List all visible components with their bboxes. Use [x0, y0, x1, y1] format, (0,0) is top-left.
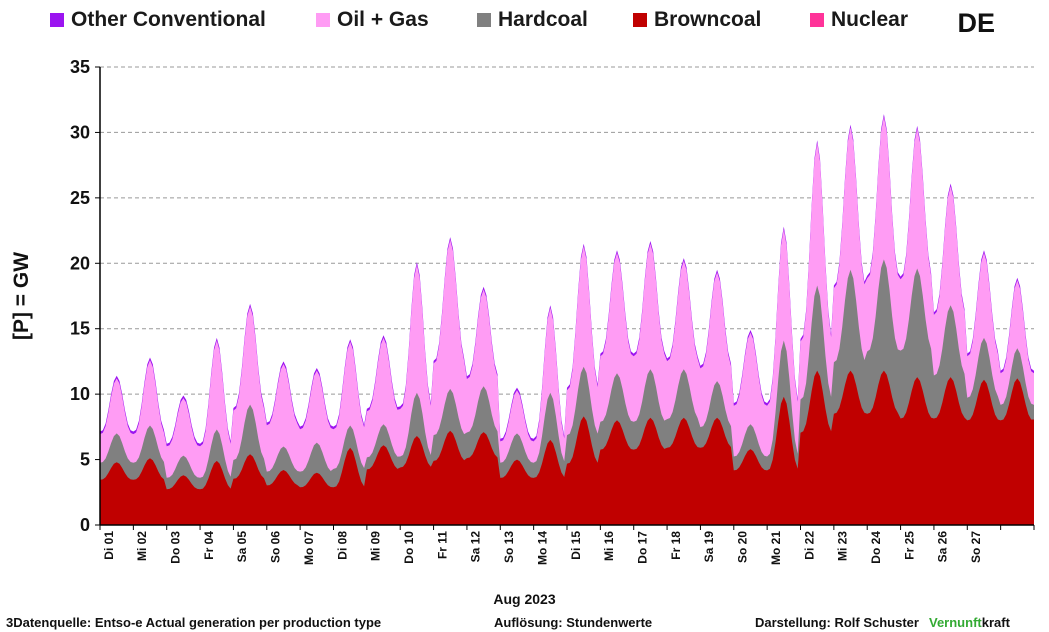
- x-tick-label: Do 10: [402, 531, 416, 564]
- y-tick-label: 35: [70, 57, 90, 77]
- legend-item-hardcoal: Hardcoal: [477, 8, 588, 32]
- x-tick-label: Di 22: [802, 531, 816, 560]
- brand-text: Vernunftkraft: [929, 615, 1010, 630]
- x-tick-label: Fr 18: [669, 531, 683, 560]
- legend-label: Browncoal: [654, 8, 762, 31]
- author-text: Darstellung: Rolf Schuster: [755, 615, 919, 630]
- legend-label: Other Conventional: [71, 8, 266, 31]
- axes: [95, 66, 1035, 530]
- x-tick-label: So 06: [269, 531, 283, 563]
- resolution-text: Auflösung: Stundenwerte: [494, 615, 653, 630]
- x-tick-label: Mo 21: [769, 531, 783, 565]
- x-tick-label: Mi 16: [602, 531, 616, 561]
- x-tick-label: Mo 07: [302, 531, 316, 565]
- legend-swatch: [633, 13, 647, 27]
- x-tick-label: Mi 23: [836, 531, 850, 561]
- region-label: DE: [957, 8, 995, 38]
- y-tick-label: 10: [70, 384, 90, 404]
- y-tick-label: 0: [80, 515, 90, 535]
- y-tick-label: 20: [70, 253, 90, 273]
- legend: Other Conventional Oil + Gas Hardcoal Br…: [0, 8, 1049, 42]
- brand-green: Vernunft: [929, 615, 982, 630]
- x-tick-label: Do 17: [636, 531, 650, 564]
- x-tick-label: Do 03: [169, 531, 183, 564]
- x-tick-label: Fr 04: [202, 531, 216, 560]
- legend-item-nuclear: Nuclear: [810, 8, 908, 32]
- x-tick-label: Mi 09: [369, 531, 383, 561]
- legend-swatch: [810, 13, 824, 27]
- x-tick-label: So 27: [969, 531, 983, 563]
- legend-swatch: [477, 13, 491, 27]
- x-tick-label: Sa 26: [936, 531, 950, 563]
- y-tick-labels: 0 5 10 15 20 25 30 35: [70, 57, 90, 535]
- x-tick-label: Di 15: [569, 531, 583, 560]
- x-axis-label: Aug 2023: [493, 591, 556, 607]
- legend-label: Oil + Gas: [337, 8, 429, 31]
- legend-label: Nuclear: [831, 8, 909, 31]
- area-browncoal: [100, 370, 1034, 525]
- x-tick-label: Mo 14: [535, 531, 549, 565]
- y-tick-label: 30: [70, 122, 90, 142]
- x-tick-label: Fr 11: [435, 531, 449, 559]
- x-tick-label: Do 24: [869, 531, 883, 564]
- x-tick-label: Mi 02: [135, 531, 149, 561]
- x-tick-label: Sa 12: [469, 531, 483, 563]
- stacked-areas: [100, 114, 1034, 525]
- x-tick-label: Fr 25: [902, 531, 916, 560]
- x-tick-label: Sa 19: [702, 531, 716, 563]
- x-tick-label: Sa 05: [235, 531, 249, 563]
- legend-item-browncoal: Browncoal: [633, 8, 761, 32]
- x-tick-label: So 20: [736, 531, 750, 563]
- legend-label: Hardcoal: [498, 8, 588, 31]
- legend-swatch: [50, 13, 64, 27]
- y-tick-label: 5: [80, 450, 90, 470]
- source-text: 3Datenquelle: Entso-e Actual generation …: [6, 615, 382, 630]
- legend-swatch: [316, 13, 330, 27]
- y-tick-label: 15: [70, 319, 90, 339]
- legend-item-oil-gas: Oil + Gas: [316, 8, 429, 32]
- brand-black: kraft: [981, 615, 1010, 630]
- legend-item-other-conventional: Other Conventional: [50, 8, 266, 32]
- y-axis-label: [P] = GW: [10, 251, 34, 341]
- x-tick-label: Di 01: [102, 531, 116, 560]
- x-tick-labels: Di 01 Mi 02 Do 03 Fr 04 Sa 05 So 06 Mo 07 Di 08…: [102, 531, 983, 565]
- x-tick-label: So 13: [502, 531, 516, 563]
- x-tick-label: Di 08: [335, 531, 349, 560]
- y-tick-label: 25: [70, 188, 90, 208]
